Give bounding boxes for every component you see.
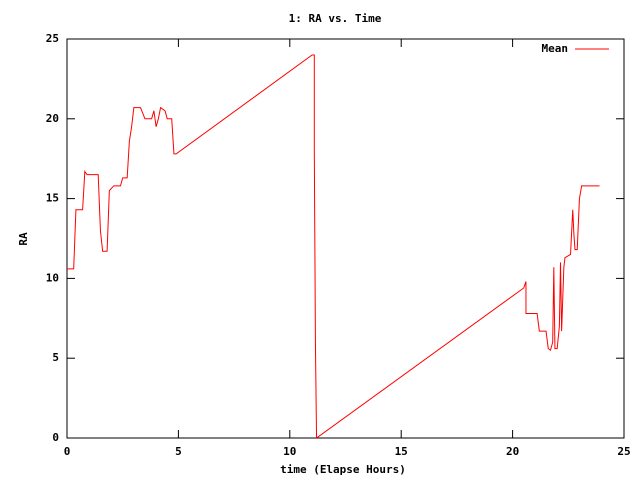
x-tick-label: 5 <box>175 445 182 458</box>
x-tick-label: 10 <box>283 445 296 458</box>
x-tick-label: 0 <box>64 445 71 458</box>
y-tick-label: 5 <box>52 351 59 364</box>
x-tick-label: 25 <box>617 445 630 458</box>
y-tick-label: 20 <box>46 112 59 125</box>
x-tick-label: 15 <box>395 445 408 458</box>
plot-frame <box>66 38 625 439</box>
y-tick-label: 10 <box>46 271 59 284</box>
legend-label: Mean <box>542 42 569 55</box>
x-axis-label: time (Elapse Hours) <box>280 463 406 476</box>
data-line <box>67 54 600 439</box>
y-tick-label: 0 <box>52 431 59 444</box>
chart-title: 1: RA vs. Time <box>289 12 382 25</box>
y-tick-label: 25 <box>46 32 59 45</box>
y-tick-label: 15 <box>46 192 59 205</box>
y-axis-label: RA <box>17 232 30 246</box>
x-tick-label: 20 <box>506 445 519 458</box>
